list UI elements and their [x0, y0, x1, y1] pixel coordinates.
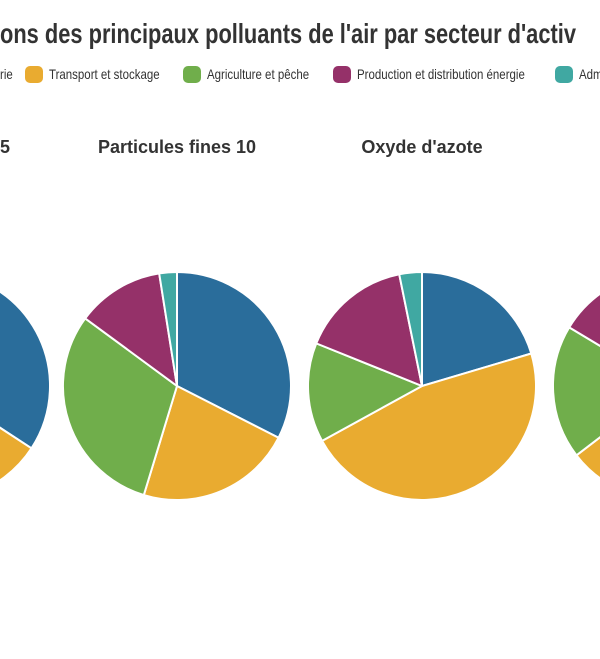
pie-chart-2 — [62, 270, 292, 501]
legend-swatch-70AE4B — [183, 65, 201, 83]
pie-slice-teal — [158, 270, 178, 387]
pie-chart-1 — [0, 290, 51, 482]
pie-subtitle-1: 5 — [0, 137, 11, 157]
chart-title: ons des principaux polluants de l'air pa… — [0, 18, 576, 49]
legend-label: Adm — [579, 66, 600, 82]
pie-slice-green — [552, 326, 600, 457]
pie-slice-purple — [315, 273, 423, 387]
pie-slice-blue — [421, 271, 533, 387]
pie-subtitle-2: Particules fines 10 — [97, 137, 257, 157]
legend-label: Transport et stockage — [49, 66, 160, 82]
pie-slice-yellow — [321, 352, 537, 501]
pie-slice-blue — [0, 290, 51, 450]
legend-swatch-953169 — [333, 65, 351, 83]
legend-item: Production et distribution énergie — [333, 65, 562, 83]
pie-chart-3 — [307, 271, 537, 501]
legend-label: Production et distribution énergie — [357, 66, 525, 82]
pie-slice-green — [307, 342, 423, 442]
legend-item: Agriculture et pêche — [183, 65, 332, 83]
legend-swatch-40A8A2 — [555, 65, 573, 83]
legend-item: Adm — [555, 65, 600, 83]
pie-chart-4 — [552, 292, 600, 480]
pie-slice-purple — [568, 292, 600, 347]
pie-slice-green — [62, 317, 178, 497]
pie-slice-yellow — [142, 385, 280, 501]
legend-swatch-E9AB30 — [25, 65, 43, 83]
pie-slice-teal — [398, 271, 423, 387]
legend-label: rie — [0, 66, 13, 82]
legend-label: Agriculture et pêche — [207, 66, 310, 82]
pie-slice-purple — [84, 272, 178, 387]
legend-item: Transport et stockage — [25, 65, 184, 83]
pie-slice-blue — [176, 271, 292, 439]
pie-slice-yellow — [0, 426, 33, 482]
legend-item: rie — [0, 65, 16, 83]
pie-slice-yellow — [575, 436, 600, 480]
pie-subtitle-3: Oxyde d'azote — [361, 137, 483, 157]
